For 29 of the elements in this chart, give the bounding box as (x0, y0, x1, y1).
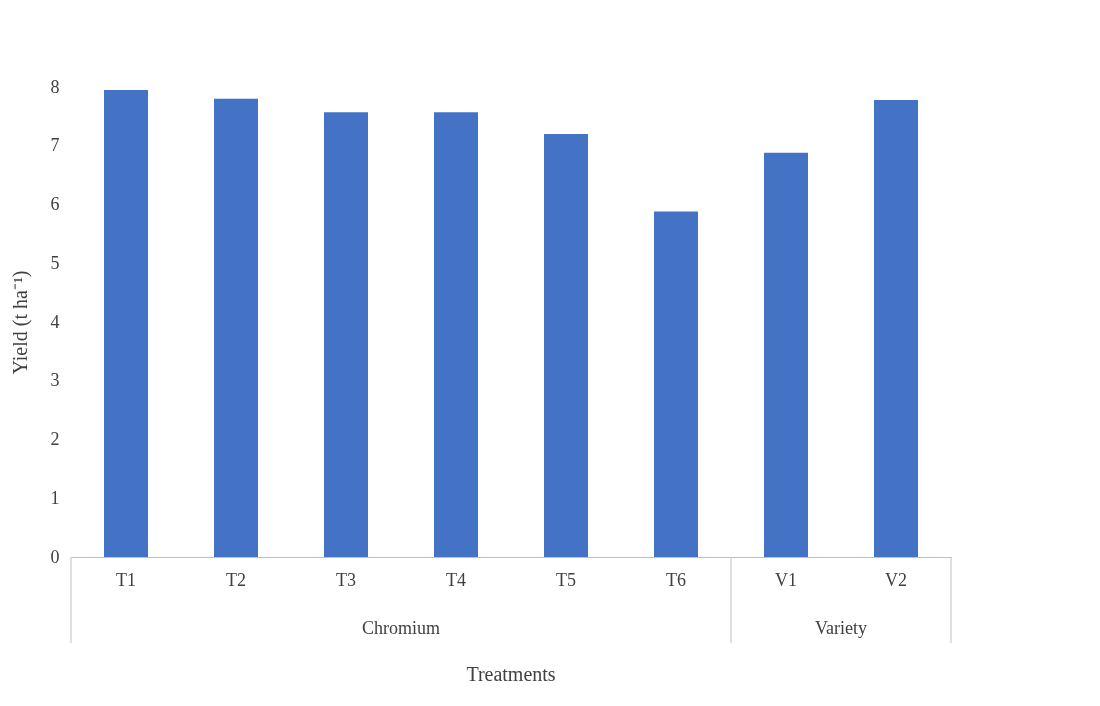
x-tick-label: V2 (885, 569, 907, 590)
y-tick-label: 6 (50, 194, 60, 214)
y-tick-label: 8 (50, 76, 60, 97)
y-axis-title: Yield (t ha⁻¹) (8, 270, 32, 375)
x-tick-label: T1 (116, 569, 136, 590)
text: Variety (815, 618, 867, 638)
y-tick-label: 3 (50, 370, 60, 391)
bar (654, 211, 698, 557)
y-tick-label: 1 (50, 487, 60, 508)
bar (214, 98, 258, 557)
text: Chromium (361, 618, 441, 638)
y-tick-label: 5 (50, 252, 60, 273)
bar (104, 89, 148, 557)
x-axis-title: Treatments (466, 663, 556, 685)
bar (764, 152, 808, 557)
bar (874, 99, 918, 557)
x-tick-label: T5 (556, 569, 576, 590)
bar (544, 134, 588, 557)
x-tick-label: T4 (446, 569, 466, 590)
y-tick-label: 0 (50, 546, 60, 567)
x-tick-label: V1 (775, 569, 797, 590)
x-tick-label: T2 (226, 569, 246, 590)
x-tick-label: T3 (336, 569, 356, 590)
bar (324, 112, 368, 557)
y-tick-label: 4 (50, 311, 60, 332)
bar (434, 112, 478, 557)
y-tick-label: 7 (50, 135, 60, 156)
x-tick-label: T6 (666, 569, 686, 590)
y-tick-label: 2 (50, 429, 60, 449)
